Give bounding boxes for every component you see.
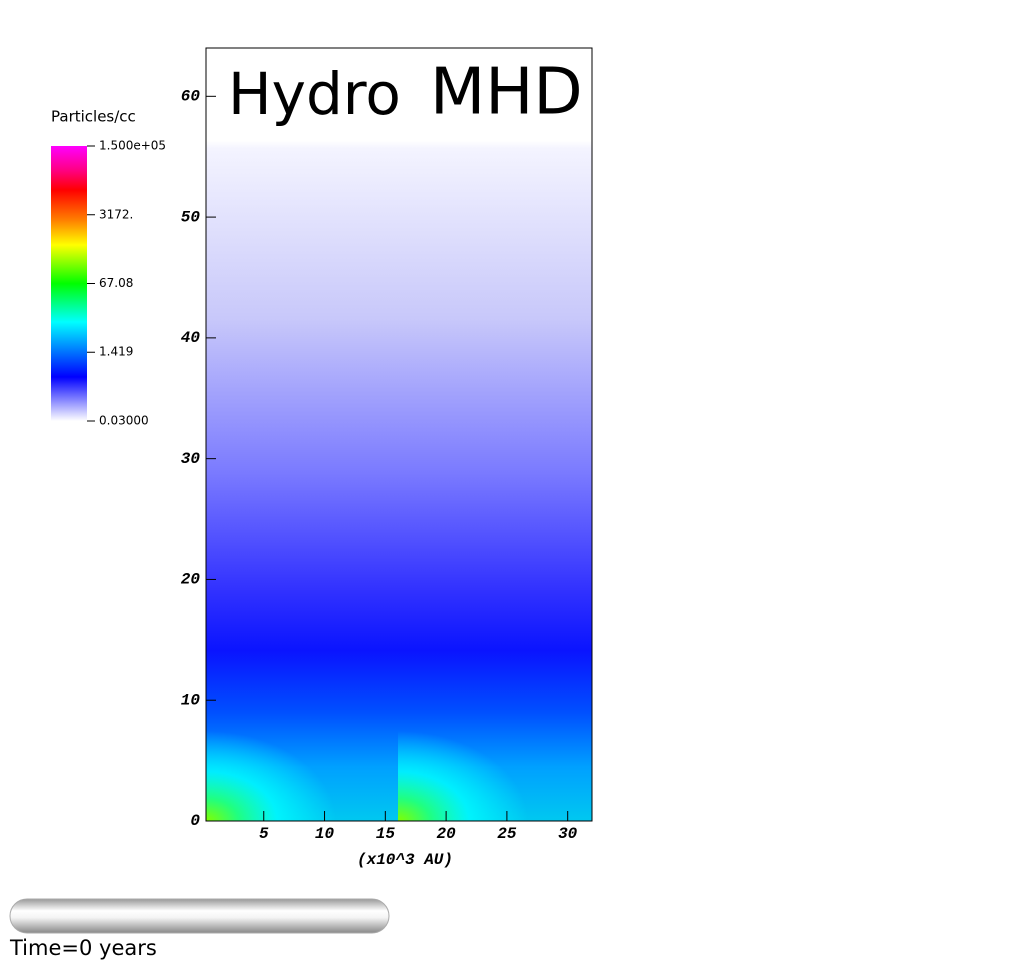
time-slider[interactable] [9, 898, 390, 934]
mhd-core [398, 731, 528, 821]
x-axis-label: (x10^3 AU) [357, 851, 453, 869]
colorbar-tick-label: 3172. [99, 207, 133, 221]
colorbar-tick-label: 0.03000 [99, 414, 149, 428]
y-tick-label: 10 [181, 691, 201, 709]
y-tick-label: 60 [181, 88, 201, 106]
colorbar-title: Particles/cc [51, 108, 136, 126]
annotation: Hydro [228, 60, 401, 128]
mhd-field [398, 48, 592, 821]
y-tick-label: 0 [190, 812, 200, 830]
x-tick-label: 20 [437, 825, 457, 843]
colorbar-tick-label: 1.419 [99, 345, 133, 359]
colorbar-tick-label: 67.08 [99, 276, 133, 290]
x-tick-label: 5 [259, 825, 269, 843]
hydro-field [206, 48, 398, 821]
y-tick-label: 20 [181, 571, 201, 589]
plot-frame [205, 47, 593, 822]
hydro-core [206, 731, 336, 821]
annotation: MHD [430, 56, 583, 130]
x-tick-label: 30 [558, 825, 578, 843]
time-label: Time=0 years [9, 936, 157, 960]
x-tick-label: 25 [497, 825, 517, 843]
colorbar-tick-label: 1.500e+05 [99, 139, 166, 153]
x-tick-label: 15 [376, 825, 396, 843]
field-image [206, 48, 592, 821]
colorbar [51, 146, 87, 421]
y-tick-label: 30 [181, 450, 201, 468]
y-tick-label: 50 [181, 208, 201, 226]
y-tick-label: 40 [181, 329, 201, 347]
x-tick-label: 10 [315, 825, 335, 843]
